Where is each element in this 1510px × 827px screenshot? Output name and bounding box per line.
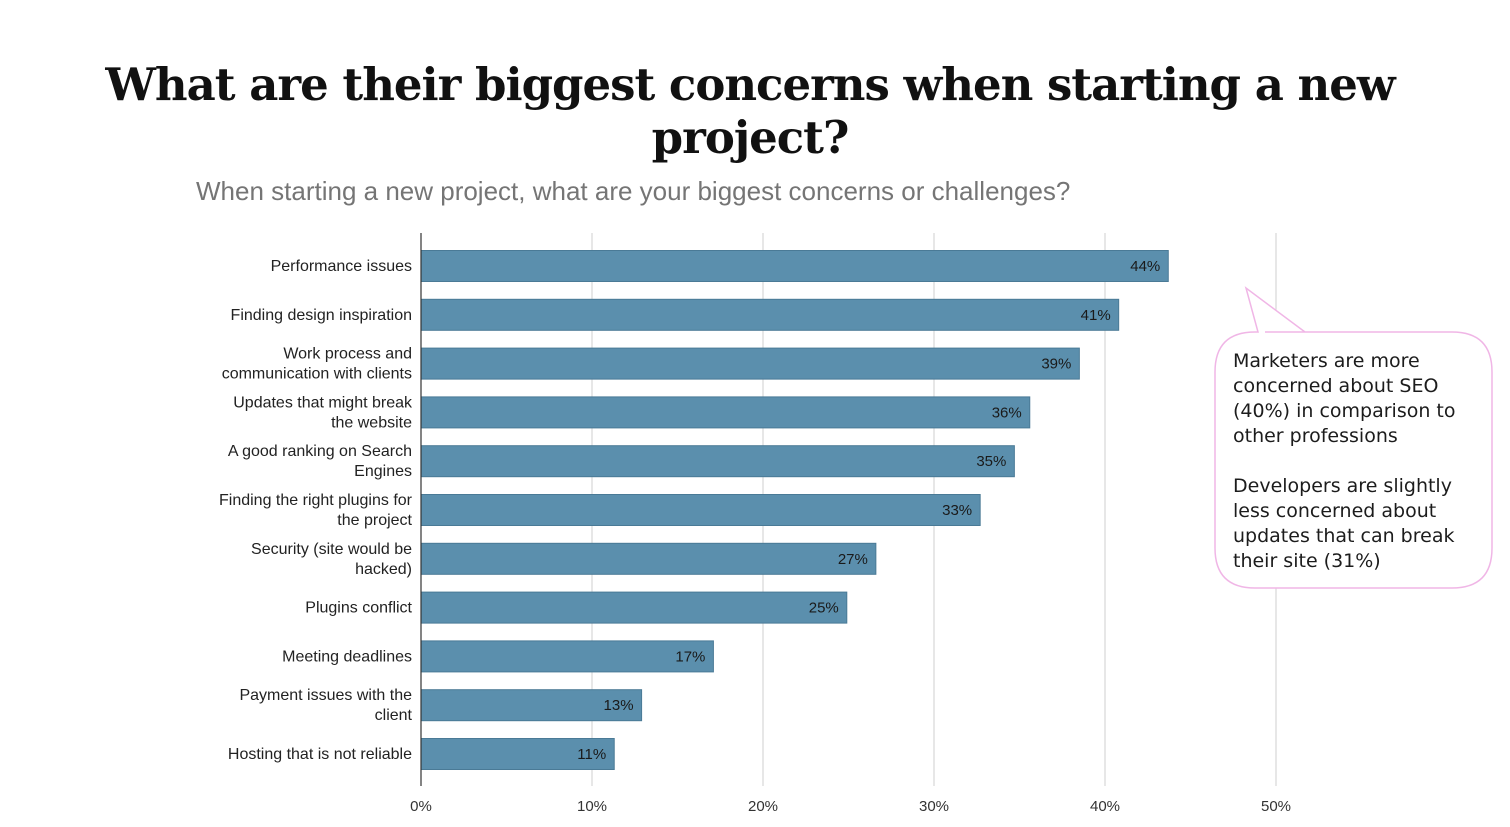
x-axis-ticks: 0% 10% 20% 30% 40% 50%	[410, 798, 1291, 815]
data-label: 39%	[1041, 356, 1071, 373]
category-label: Updates that might break	[233, 394, 413, 411]
data-label: 41%	[1081, 307, 1111, 324]
callout-line: (40%) in comparison to	[1233, 400, 1456, 422]
bar	[420, 591, 848, 624]
category-label: the website	[331, 414, 412, 431]
category-label: Security (site would be	[251, 541, 412, 558]
data-label: 33%	[942, 502, 972, 519]
callout-line: less concerned about	[1233, 500, 1436, 522]
category-label: Finding the right plugins for	[219, 492, 413, 509]
bar	[420, 738, 615, 770]
slide-title: What are their biggest concerns when sta…	[105, 58, 1395, 164]
callout-line: Developers are slightly	[1233, 475, 1452, 497]
bars: 44% 41% 39% 36% 35% 33% 27% 25% 17% 13% 11%	[420, 250, 1169, 770]
category-label: Plugins conflict	[305, 600, 412, 617]
callout-line: other professions	[1233, 425, 1398, 447]
callout-line: updates that can break	[1233, 525, 1454, 547]
category-label: Work process and	[283, 346, 412, 363]
category-label: A good ranking on Search	[228, 443, 412, 460]
callout-line: Marketers are more	[1233, 350, 1420, 372]
category-label: the project	[337, 512, 412, 529]
callout-line: concerned about SEO	[1233, 375, 1438, 397]
bar	[420, 542, 877, 575]
x-tick-label: 50%	[1261, 798, 1291, 815]
bar	[420, 396, 1031, 429]
data-label: 27%	[838, 551, 868, 568]
category-label: Payment issues with the	[239, 687, 412, 704]
bar	[420, 347, 1080, 380]
x-tick-label: 0%	[410, 798, 432, 815]
category-label: hacked)	[355, 561, 412, 578]
data-label: 11%	[577, 746, 606, 763]
callout-text: Marketers are more concerned about SEO (40…	[1233, 350, 1456, 572]
bar	[420, 640, 714, 673]
bar	[420, 298, 1120, 331]
category-label: Engines	[354, 463, 412, 480]
data-label: 13%	[604, 697, 634, 714]
category-label: Finding design inspiration	[231, 307, 412, 324]
category-labels: Performance issues Finding design inspira…	[219, 258, 413, 763]
data-label: 36%	[992, 404, 1022, 421]
bar	[420, 689, 643, 722]
category-label: communication with clients	[222, 366, 412, 383]
x-tick-label: 20%	[748, 798, 778, 815]
data-label: 25%	[809, 600, 839, 617]
callout-line: their site (31%)	[1233, 550, 1381, 572]
chart-title: When starting a new project, what are yo…	[196, 176, 1070, 206]
bar	[420, 445, 1015, 478]
x-tick-label: 40%	[1090, 798, 1120, 815]
category-label: client	[375, 707, 413, 724]
callout-bubble: Marketers are more concerned about SEO (40…	[1214, 286, 1493, 589]
data-label: 17%	[675, 648, 705, 665]
category-label: Performance issues	[271, 258, 412, 275]
x-tick-label: 10%	[577, 798, 607, 815]
data-label: 35%	[976, 453, 1006, 470]
data-label: 44%	[1130, 258, 1160, 275]
category-label: Meeting deadlines	[282, 648, 412, 665]
bar	[420, 250, 1169, 282]
category-label: Hosting that is not reliable	[228, 746, 412, 763]
x-tick-label: 30%	[919, 798, 949, 815]
bar	[420, 494, 981, 526]
callout-shape	[1214, 286, 1493, 589]
